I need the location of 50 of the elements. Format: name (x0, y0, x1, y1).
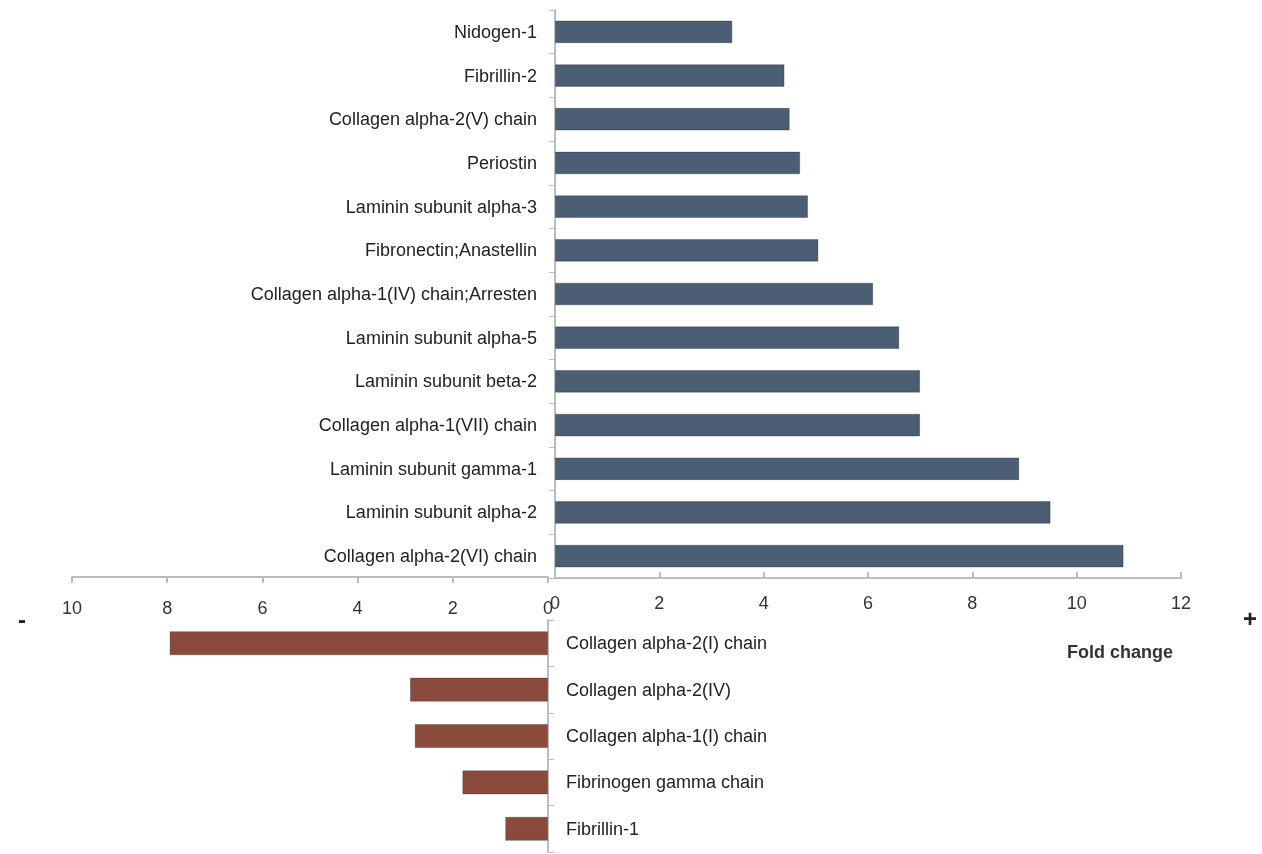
x-tick-label: 6 (862, 593, 874, 613)
x-tick-label: 12 (1170, 593, 1192, 613)
x-tick-label: 2 (654, 593, 665, 613)
bar (555, 151, 801, 175)
bar (462, 770, 548, 795)
y-tick-label: Collagen alpha-2(V) chain (328, 109, 537, 130)
x-axis-title: Fold change (1067, 642, 1174, 662)
y-tick-label: Laminin subunit gamma-1 (329, 458, 537, 479)
x-tick-label: 4 (758, 593, 769, 613)
y-tick-label: Fibrillin-1 (566, 818, 640, 839)
y-tick-label: Collagen alpha-1(VII) chain (318, 415, 537, 436)
bar (169, 631, 548, 656)
bar (555, 107, 790, 131)
x-tick-label: 10 (1066, 593, 1087, 613)
y-tick-label: Collagen alpha-1(IV) chain;Arresten (250, 284, 537, 304)
bar (555, 64, 785, 87)
y-tick-label: Fibrillin-2 (463, 65, 537, 86)
y-tick-label: Laminin subunit alpha-3 (345, 196, 537, 217)
y-tick-label: Collagen alpha-1(I) chain (566, 726, 768, 746)
bar (555, 195, 809, 218)
bar (555, 544, 1124, 568)
x-tick-label: 6 (257, 598, 268, 618)
bar (555, 457, 1020, 481)
bar (505, 816, 548, 841)
y-tick-label: Laminin subunit beta-2 (354, 371, 537, 392)
bar (555, 238, 819, 262)
x-tick-label: 4 (352, 598, 363, 618)
y-tick-label: Fibrinogen gamma chain (566, 772, 765, 793)
y-tick-label: Periostin (466, 152, 537, 173)
bar (555, 326, 900, 350)
x-tick-label: 8 (162, 598, 173, 618)
x-tick-label: 10 (61, 598, 83, 618)
bar (555, 20, 733, 44)
text: + (1243, 604, 1258, 632)
bar (555, 413, 921, 437)
y-tick-label: Collagen alpha-2(IV) (566, 679, 732, 700)
y-tick-label: Nidogen-1 (453, 21, 537, 42)
y-tick-label: Laminin subunit alpha-2 (345, 502, 537, 523)
y-tick-label: Collagen alpha-2(I) chain (566, 633, 768, 654)
y-tick-label: Collagen alpha-2(VI) chain (323, 546, 537, 567)
bar (409, 677, 548, 702)
x-tick-label: 2 (447, 598, 458, 618)
bar (414, 723, 548, 749)
x-tick-label: 8 (967, 593, 978, 613)
y-tick-label: Laminin subunit alpha-5 (345, 327, 537, 348)
bar (555, 501, 1051, 524)
y-tick-label: Fibronectin;Anastellin (364, 240, 537, 261)
bar (555, 282, 874, 306)
text: - (18, 605, 26, 633)
bar (555, 370, 921, 393)
